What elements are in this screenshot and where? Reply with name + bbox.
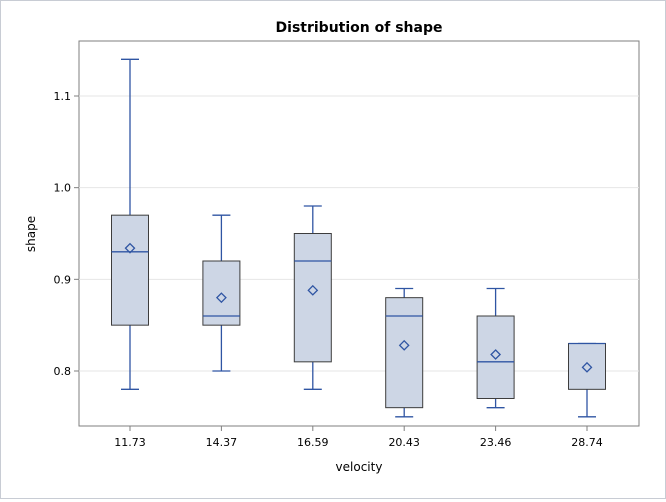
iqr-box (476, 315, 515, 399)
y-tick-label: 1.1 (54, 90, 72, 103)
iqr-box (111, 214, 149, 326)
mean-marker (307, 284, 319, 296)
x-axis-label: velocity (336, 460, 383, 474)
iqr-box (293, 233, 332, 363)
x-tick-label: 16.59 (297, 436, 329, 449)
iqr-box (385, 297, 424, 409)
plot-area (78, 40, 640, 427)
y-axis: 0.8 0.9 1.0 1.1 (54, 90, 79, 378)
box-16.59 (293, 205, 332, 390)
box-28.74 (568, 342, 606, 418)
x-tick-label: 23.46 (480, 436, 512, 449)
box-20.43 (385, 287, 424, 418)
x-tick-label: 11.73 (114, 436, 146, 449)
mean-marker (124, 242, 136, 254)
mean-marker (398, 339, 410, 351)
box-11.73 (111, 58, 149, 390)
box-14.37 (202, 214, 241, 372)
x-axis: 11.73 14.37 16.59 20.43 23.46 28.74 (114, 426, 603, 449)
iqr-box (568, 343, 606, 390)
box-23.46 (476, 287, 515, 409)
x-tick-label: 20.43 (388, 436, 420, 449)
mean-marker (581, 361, 593, 373)
mean-marker (215, 292, 227, 304)
y-tick-label: 1.0 (54, 182, 72, 195)
x-tick-label: 28.74 (571, 436, 603, 449)
x-tick-label: 14.37 (206, 436, 238, 449)
mean-marker (490, 349, 502, 360)
y-axis-label: shape (24, 216, 38, 252)
chart-title: Distribution of shape (276, 20, 443, 36)
y-tick-label: 0.8 (54, 365, 72, 378)
y-tick-label: 0.9 (54, 273, 72, 286)
box-series (111, 58, 606, 418)
gridlines (79, 95, 639, 372)
